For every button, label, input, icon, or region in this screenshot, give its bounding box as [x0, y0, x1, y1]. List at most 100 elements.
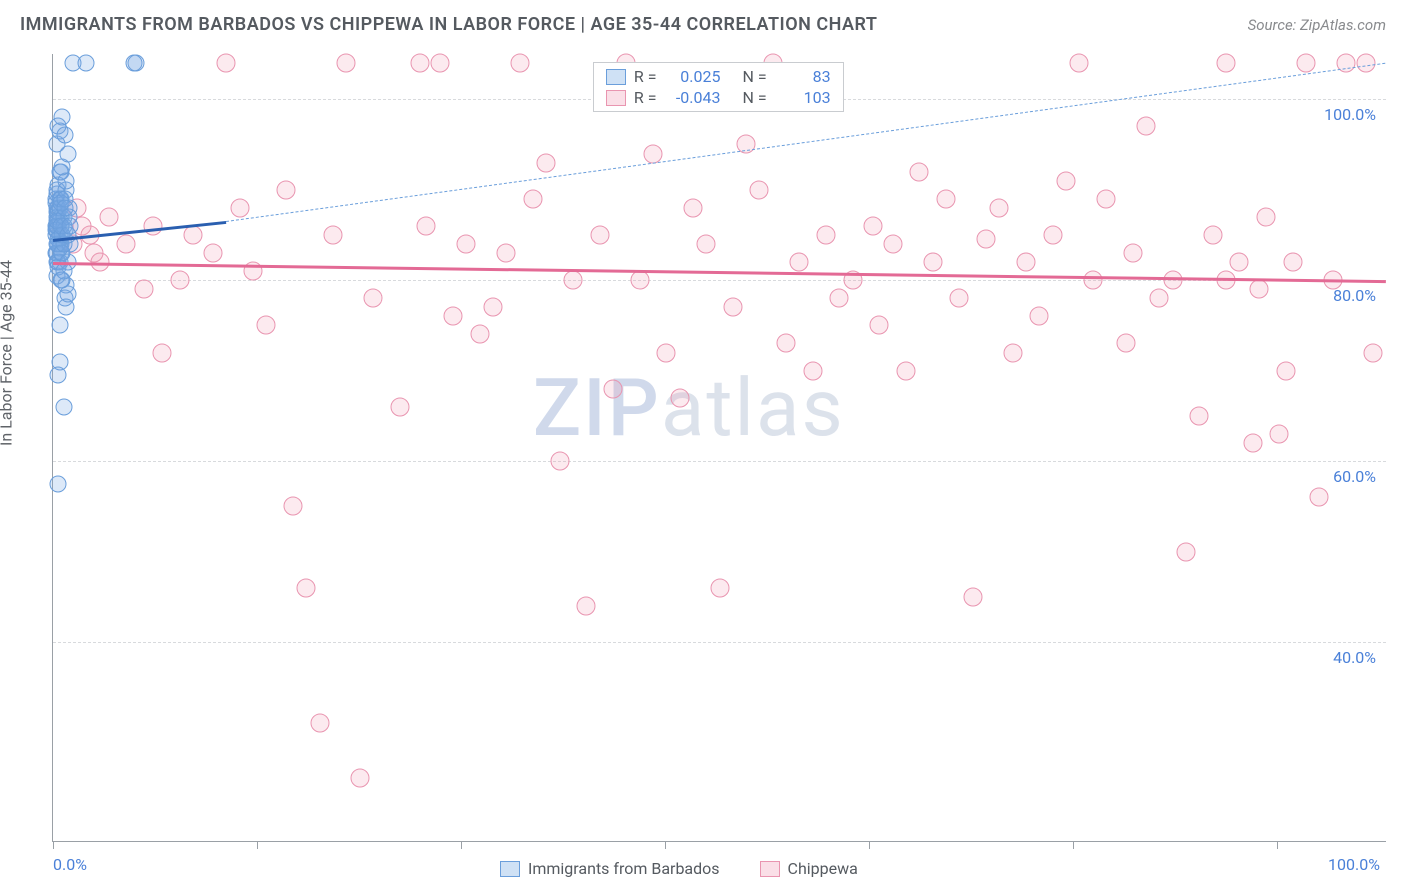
scatter-point-chippewa	[1030, 307, 1049, 326]
scatter-point-barbados	[59, 145, 76, 162]
scatter-point-chippewa	[153, 343, 172, 362]
scatter-point-chippewa	[1083, 271, 1102, 290]
scatter-point-chippewa	[1043, 225, 1062, 244]
scatter-point-chippewa	[483, 298, 502, 317]
scatter-point-chippewa	[977, 230, 996, 249]
scatter-point-chippewa	[1177, 542, 1196, 561]
scatter-point-chippewa	[1250, 280, 1269, 299]
legend-n-value: 103	[775, 88, 831, 107]
scatter-point-chippewa	[470, 325, 489, 344]
scatter-point-chippewa	[430, 54, 449, 73]
scatter-point-chippewa	[923, 253, 942, 272]
scatter-point-chippewa	[390, 397, 409, 416]
gridline-horizontal	[53, 642, 1386, 643]
scatter-point-chippewa	[723, 298, 742, 317]
scatter-point-chippewa	[417, 216, 436, 235]
scatter-point-chippewa	[283, 497, 302, 516]
y-axis-title: In Labor Force | Age 35-44	[0, 260, 16, 446]
x-tick	[1277, 841, 1278, 849]
scatter-point-chippewa	[297, 578, 316, 597]
scatter-point-chippewa	[277, 180, 296, 199]
scatter-point-chippewa	[790, 253, 809, 272]
scatter-point-barbados	[56, 127, 73, 144]
scatter-point-chippewa	[230, 198, 249, 217]
legend-swatch	[760, 861, 780, 877]
scatter-point-chippewa	[1190, 406, 1209, 425]
scatter-point-chippewa	[750, 180, 769, 199]
legend-swatch	[500, 861, 520, 877]
scatter-point-chippewa	[803, 361, 822, 380]
scatter-point-chippewa	[337, 54, 356, 73]
scatter-point-chippewa	[1163, 271, 1182, 290]
scatter-point-chippewa	[863, 216, 882, 235]
scatter-point-barbados	[55, 263, 72, 280]
legend-label: Immigrants from Barbados	[528, 859, 720, 878]
scatter-point-chippewa	[1070, 54, 1089, 73]
scatter-point-chippewa	[697, 234, 716, 253]
x-tick-label: 100.0%	[1328, 855, 1380, 874]
scatter-point-chippewa	[670, 388, 689, 407]
gridline-horizontal	[53, 461, 1386, 462]
scatter-point-chippewa	[683, 198, 702, 217]
scatter-point-chippewa	[1097, 189, 1116, 208]
scatter-point-chippewa	[523, 189, 542, 208]
scatter-point-chippewa	[657, 343, 676, 362]
source-attribution: Source: ZipAtlas.com	[1248, 16, 1386, 34]
scatter-point-chippewa	[170, 271, 189, 290]
scatter-point-chippewa	[99, 207, 118, 226]
legend-stat-key: N =	[742, 67, 766, 86]
scatter-point-chippewa	[1357, 54, 1376, 73]
legend-stats-row: R =-0.043N =103	[594, 87, 843, 108]
x-tick	[1073, 841, 1074, 849]
scatter-point-chippewa	[363, 289, 382, 308]
legend-item: Immigrants from Barbados	[500, 859, 720, 878]
scatter-point-barbados	[58, 299, 75, 316]
scatter-point-chippewa	[603, 379, 622, 398]
scatter-point-chippewa	[1310, 488, 1329, 507]
scatter-point-chippewa	[410, 54, 429, 73]
x-tick-label: 0.0%	[53, 855, 87, 874]
legend-r-value: -0.043	[664, 88, 720, 107]
legend-label: Chippewa	[788, 859, 858, 878]
chart-title: IMMIGRANTS FROM BARBADOS VS CHIPPEWA IN …	[20, 14, 877, 35]
legend-r-value: 0.025	[664, 67, 720, 86]
scatter-point-chippewa	[1150, 289, 1169, 308]
scatter-point-chippewa	[1297, 54, 1316, 73]
scatter-point-chippewa	[257, 316, 276, 335]
scatter-point-chippewa	[963, 587, 982, 606]
scatter-point-chippewa	[950, 289, 969, 308]
scatter-point-chippewa	[203, 244, 222, 263]
scatter-point-chippewa	[990, 198, 1009, 217]
scatter-point-chippewa	[1277, 361, 1296, 380]
scatter-point-barbados	[51, 317, 68, 334]
scatter-point-chippewa	[134, 280, 153, 299]
y-tick-label: 100.0%	[1324, 105, 1376, 124]
legend-stat-key: R =	[634, 88, 657, 107]
scatter-point-chippewa	[217, 54, 236, 73]
legend-n-value: 83	[775, 67, 831, 86]
scatter-point-chippewa	[1057, 171, 1076, 190]
chart-container: ZIPatlas 40.0%60.0%80.0%100.0%0.0%100.0%…	[52, 54, 1386, 842]
scatter-point-chippewa	[1203, 225, 1222, 244]
scatter-point-barbados	[50, 367, 67, 384]
scatter-point-chippewa	[323, 225, 342, 244]
scatter-point-barbados	[78, 55, 95, 72]
legend-item: Chippewa	[760, 859, 858, 878]
y-tick-label: 60.0%	[1333, 467, 1376, 486]
scatter-point-barbados	[50, 475, 67, 492]
scatter-point-chippewa	[1230, 253, 1249, 272]
scatter-point-chippewa	[183, 225, 202, 244]
legend-swatch	[606, 69, 626, 85]
scatter-point-chippewa	[1117, 334, 1136, 353]
scatter-point-chippewa	[577, 596, 596, 615]
scatter-point-barbados	[56, 199, 73, 216]
scatter-point-chippewa	[1243, 433, 1262, 452]
scatter-point-chippewa	[910, 162, 929, 181]
scatter-point-chippewa	[817, 225, 836, 244]
x-tick	[665, 841, 666, 849]
scatter-point-chippewa	[457, 234, 476, 253]
scatter-point-chippewa	[937, 189, 956, 208]
legend-bottom: Immigrants from Barbados Chippewa	[500, 859, 858, 878]
scatter-point-chippewa	[830, 289, 849, 308]
x-tick	[257, 841, 258, 849]
